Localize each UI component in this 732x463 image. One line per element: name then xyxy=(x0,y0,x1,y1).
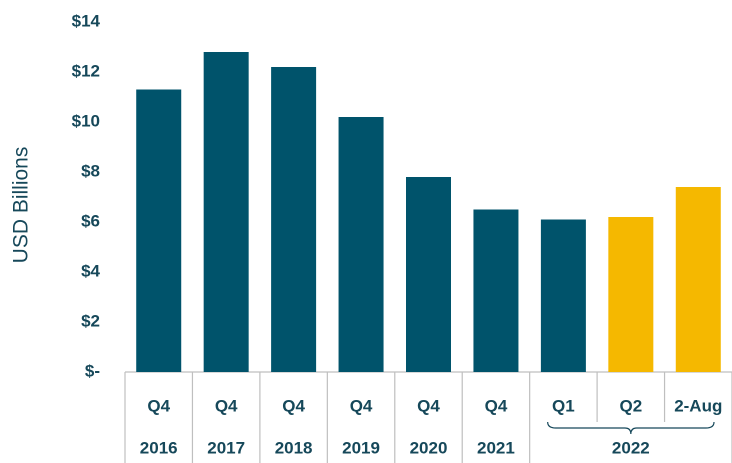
x-tick-label: Q4 xyxy=(485,396,508,415)
bar xyxy=(675,187,721,372)
x-tick-label: Q4 xyxy=(417,396,440,415)
bar xyxy=(136,89,182,372)
bar xyxy=(338,117,384,372)
group-label: 2022 xyxy=(612,438,650,457)
x-tick-label: Q1 xyxy=(552,396,575,415)
bar xyxy=(406,177,451,372)
bar xyxy=(203,52,249,372)
y-tick-label: $10 xyxy=(72,111,100,130)
x-tick-label: 2-Aug xyxy=(674,396,722,415)
group-label: 2021 xyxy=(477,438,515,457)
group-label: 2016 xyxy=(140,438,178,457)
y-tick-label: $- xyxy=(85,361,100,380)
group-label: 2020 xyxy=(410,438,448,457)
y-tick-label: $14 xyxy=(72,11,101,30)
y-tick-label: $4 xyxy=(81,261,100,280)
group-label: 2018 xyxy=(275,438,313,457)
y-tick-label: $2 xyxy=(81,311,100,330)
x-tick-label: Q4 xyxy=(350,396,373,415)
y-tick-label: $6 xyxy=(81,211,100,230)
x-tick-label: Q2 xyxy=(619,396,642,415)
bar xyxy=(540,219,586,372)
x-tick-label: Q4 xyxy=(147,396,170,415)
bar xyxy=(473,209,519,372)
x-tick-label: Q4 xyxy=(215,396,238,415)
y-tick-label: $12 xyxy=(72,61,100,80)
group-bracket xyxy=(547,421,715,435)
group-label: 2019 xyxy=(342,438,380,457)
group-label: 2017 xyxy=(207,438,245,457)
x-tick-label: Q4 xyxy=(282,396,305,415)
bar xyxy=(608,217,654,372)
y-tick-label: $8 xyxy=(81,161,100,180)
bar xyxy=(271,67,317,372)
y-axis-label: USD Billions xyxy=(10,147,33,264)
